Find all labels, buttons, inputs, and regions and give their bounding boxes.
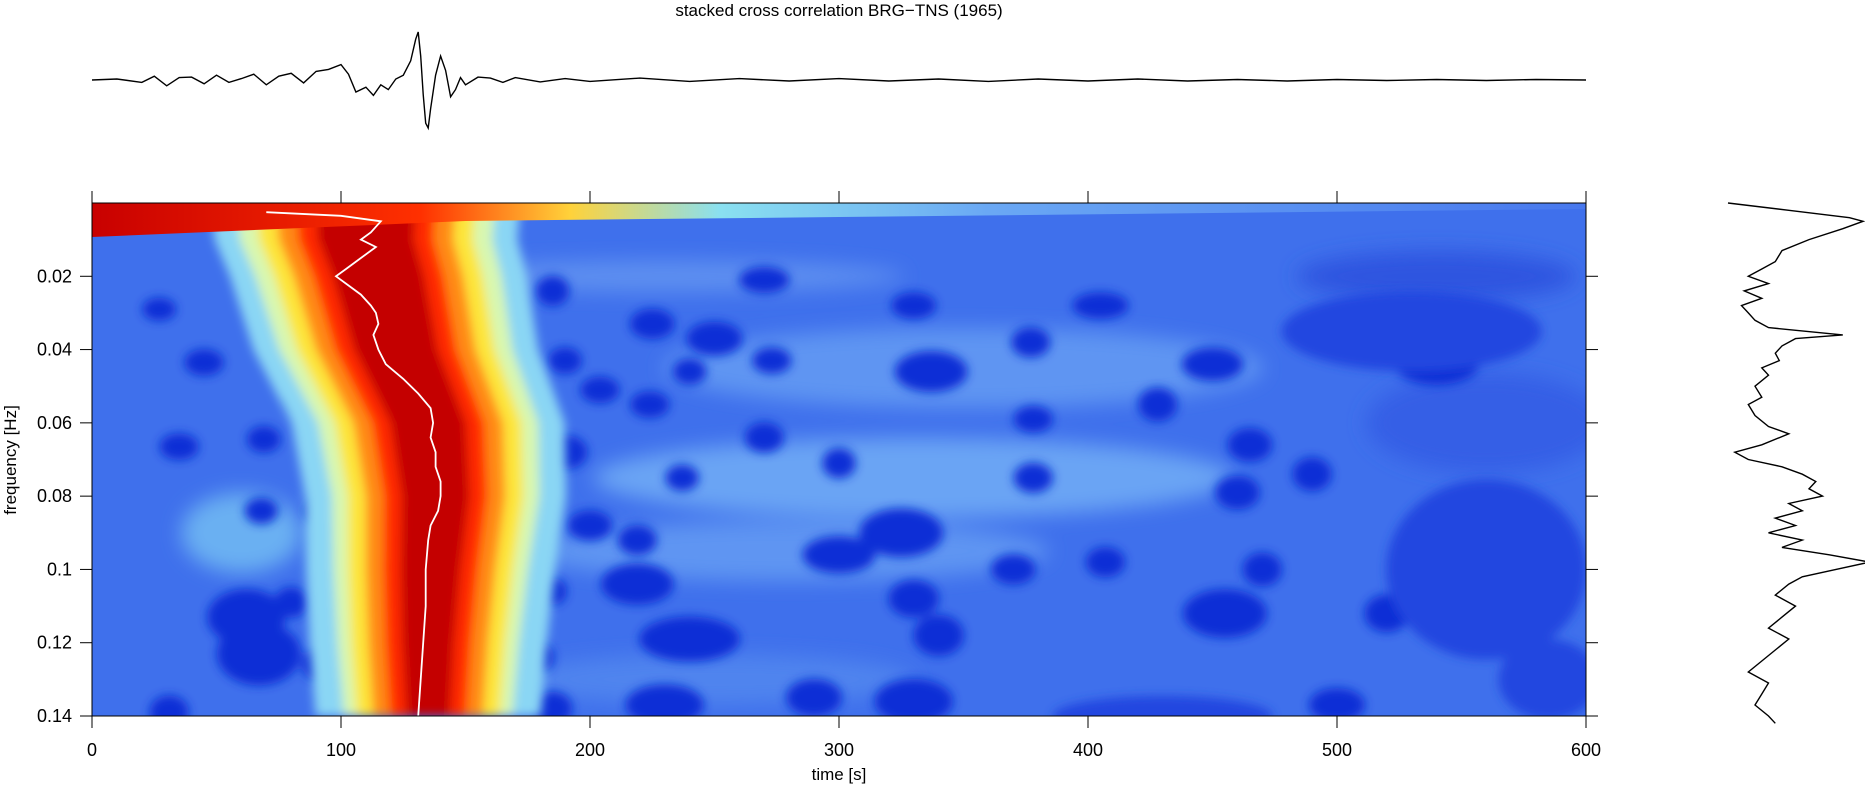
low-energy-blob: [1138, 387, 1178, 422]
y-axis-label: frequency [Hz]: [1, 405, 20, 515]
y-tick-label: 0.1: [47, 559, 72, 579]
low-energy-blob: [888, 579, 939, 618]
low-energy-blob: [533, 691, 573, 716]
low-energy-blob: [874, 678, 953, 716]
low-energy-blob: [1227, 427, 1273, 462]
x-tick-label: 600: [1571, 740, 1601, 760]
ridge-band: [316, 203, 470, 716]
low-energy-blob: [1242, 552, 1282, 587]
background-patch: [1366, 372, 1586, 473]
low-energy-blob: [567, 510, 613, 541]
x-tick-label: 400: [1073, 740, 1103, 760]
low-energy-blob: [600, 563, 674, 605]
low-energy-blob: [548, 347, 582, 374]
background-patch: [1296, 251, 1577, 302]
x-tick-label: 300: [824, 740, 854, 760]
low-energy-blob: [859, 508, 944, 558]
low-energy-blob: [665, 464, 699, 492]
amplitude-profile: [1727, 202, 1865, 724]
spectrogram: [92, 203, 1586, 716]
dark-region: [1281, 291, 1542, 372]
low-energy-blob: [244, 497, 279, 525]
energy-ridge: [211, 203, 567, 716]
low-energy-blob: [1181, 347, 1244, 382]
y-tick-label: 0.08: [37, 486, 72, 506]
y-tick-label: 0.06: [37, 413, 72, 433]
dark-region: [1386, 479, 1586, 660]
cross-correlation-trace: [91, 31, 1587, 131]
low-energy-blob: [891, 292, 937, 319]
low-energy-blob: [802, 535, 876, 574]
low-energy-blob: [1072, 292, 1129, 319]
y-tick-label: 0.02: [37, 266, 72, 286]
low-energy-blob: [752, 347, 792, 374]
low-energy-blob: [580, 376, 620, 404]
top-high-energy-band: [92, 203, 1586, 237]
low-energy-blob: [149, 695, 189, 716]
low-energy-blob: [1011, 327, 1051, 358]
low-energy-blob: [1215, 475, 1260, 510]
dispersion-curve: [266, 211, 442, 716]
low-energy-blob: [894, 350, 968, 393]
x-axis-label: time [s]: [812, 765, 867, 784]
low-energy-blob: [629, 308, 675, 340]
low-energy-blob: [1013, 462, 1053, 493]
low-energy-blob: [913, 614, 964, 657]
y-tick-label: 0.14: [37, 706, 72, 726]
low-energy-blob: [739, 266, 790, 294]
low-energy-blob: [159, 433, 199, 461]
low-energy-blob: [216, 622, 301, 686]
low-energy-blob: [639, 616, 740, 662]
low-energy-blob: [1013, 405, 1053, 433]
background-patch: [593, 437, 1234, 518]
low-energy-blob: [625, 684, 704, 716]
dark-region: [1498, 639, 1586, 716]
low-energy-blob: [1309, 688, 1365, 716]
background-patch: [181, 492, 302, 573]
low-energy-blob: [822, 448, 856, 479]
low-energy-blob: [1182, 589, 1267, 638]
x-tick-label: 500: [1322, 740, 1352, 760]
axes: 0 100 200 300 400 500 600 0.02 0.04 0.06 0.08 0.1 0.…: [37, 191, 1601, 760]
low-energy-blob: [686, 321, 743, 356]
low-energy-blob: [672, 358, 707, 385]
x-tick-label: 100: [326, 740, 356, 760]
low-energy-blob: [990, 554, 1036, 585]
y-tick-label: 0.12: [37, 633, 72, 653]
dark-region: [1052, 696, 1273, 716]
low-energy-blob: [535, 275, 570, 307]
low-energy-blob: [184, 349, 224, 376]
x-tick-label: 0: [87, 740, 97, 760]
chart-title: stacked cross correlation BRG−TNS (1965): [675, 1, 1002, 20]
low-energy-blob: [247, 426, 281, 453]
low-energy-blob: [1085, 546, 1126, 578]
background-patch: [514, 654, 915, 705]
low-energy-blob: [786, 678, 843, 716]
low-energy-blob: [617, 524, 657, 556]
x-tick-label: 200: [575, 740, 605, 760]
low-energy-blob: [744, 422, 784, 453]
low-energy-blob: [1292, 457, 1332, 492]
low-energy-blob: [630, 391, 670, 418]
y-tick-label: 0.04: [37, 340, 72, 360]
low-energy-blob: [142, 297, 177, 321]
